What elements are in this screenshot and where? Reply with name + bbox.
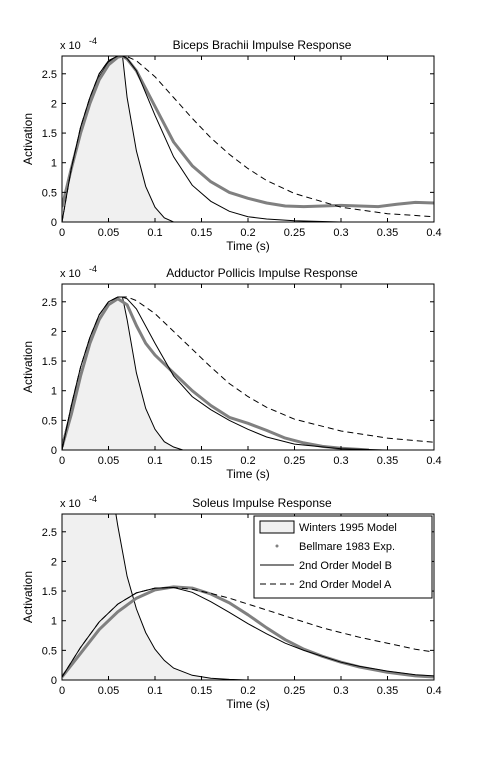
x-tick-label: 0.05: [98, 455, 119, 467]
x-tick-label: 0.05: [98, 227, 119, 239]
y-tick-label: 1.5: [42, 128, 57, 140]
x-tick-label: 0.1: [147, 685, 162, 697]
x-tick-label: 0.3: [333, 227, 348, 239]
x-tick-label: 0.4: [426, 227, 441, 239]
series-bellmare-line: [62, 56, 434, 209]
y-tick-label: 1: [51, 386, 57, 398]
y-axis-label: Activation: [21, 113, 35, 165]
y-axis-label: Activation: [21, 571, 35, 623]
y-tick-label: 2: [51, 98, 57, 110]
legend-item-winters: Winters 1995 Model: [259, 520, 397, 534]
y-tick-label: 0.5: [42, 415, 57, 427]
y-tick-label: 2.5: [42, 527, 57, 539]
series-winters-area: [62, 297, 183, 450]
legend-item-bellmare: Bellmare 1983 Exp.: [275, 541, 395, 553]
x-tick-label: 0.35: [377, 685, 398, 697]
x-tick-label: 0.35: [377, 455, 398, 467]
x-tick-label: 0.15: [191, 227, 212, 239]
legend-swatch-bellmare: [275, 544, 279, 548]
y-exponent-power: -4: [89, 264, 97, 274]
y-exponent-power: -4: [89, 36, 97, 46]
y-tick-label: 2.5: [42, 69, 57, 81]
x-tick-label: 0.25: [284, 455, 305, 467]
plot-data: [62, 56, 434, 222]
legend-label: 2nd Order Model B: [299, 560, 392, 572]
series-model-a-line: [62, 296, 434, 450]
x-tick-label: 0: [59, 227, 65, 239]
legend-swatch-winters: [259, 520, 295, 534]
x-tick-label: 0.15: [191, 455, 212, 467]
x-tick-label: 0: [59, 455, 65, 467]
plot-data: [62, 514, 434, 680]
x-tick-label: 0.3: [333, 455, 348, 467]
legend-item-model-a: 2nd Order Model A: [260, 579, 392, 591]
chart-title: Adductor Pollicis Impulse Response: [166, 266, 358, 280]
series-winters-area: [62, 514, 341, 680]
x-tick-label: 0.35: [377, 227, 398, 239]
chart-panel-2: 0 0.05 0.1 0.15 0.2 0.25 0.3 0.35 0.4 0 0.5 1 1.5 2 2.…: [21, 264, 442, 481]
y-tick-label: 2: [51, 556, 57, 568]
y-tick-label: 0: [51, 217, 57, 229]
x-tick-label: 0.25: [284, 227, 305, 239]
y-tick-label: 1.5: [42, 586, 57, 598]
series-bellmare-line: [62, 297, 369, 450]
x-tick-label: 0.25: [284, 685, 305, 697]
y-tick-label: 0.5: [42, 187, 57, 199]
chart-panel-1: 0 0.05 0.1 0.15 0.2 0.25 0.3 0.35 0.4 0 0.5 1 1.5 2 2.…: [21, 36, 442, 253]
y-tick-label: 1.5: [42, 356, 57, 368]
x-axis-label: Time (s): [226, 467, 270, 481]
y-exponent-label: x 10: [60, 40, 81, 52]
y-tick-label: 1: [51, 616, 57, 628]
x-tick-label: 0.2: [240, 227, 255, 239]
x-tick-label: 0.2: [240, 455, 255, 467]
y-tick-label: 0.5: [42, 645, 57, 657]
legend-label: Winters 1995 Model: [299, 522, 397, 534]
legend-item-model-b: 2nd Order Model B: [260, 560, 392, 572]
series-winters-area: [62, 56, 174, 222]
y-tick-label: 1: [51, 158, 57, 170]
x-tick-label: 0.2: [240, 685, 255, 697]
y-tick-label: 2.5: [42, 297, 57, 309]
x-tick-label: 0.15: [191, 685, 212, 697]
y-exponent-label: x 10: [60, 498, 81, 510]
y-exponent-power: -4: [89, 494, 97, 504]
legend-label: 2nd Order Model A: [299, 579, 392, 591]
x-tick-label: 0: [59, 685, 65, 697]
chart-title: Biceps Brachii Impulse Response: [173, 38, 352, 52]
series-model-b-line: [62, 56, 434, 222]
y-tick-label: 0: [51, 675, 57, 687]
x-tick-label: 0.3: [333, 685, 348, 697]
plot-data: [62, 296, 434, 450]
x-axis-label: Time (s): [226, 697, 270, 711]
x-tick-label: 0.1: [147, 227, 162, 239]
chart-title: Soleus Impulse Response: [192, 496, 332, 510]
x-tick-label: 0.4: [426, 685, 441, 697]
y-tick-label: 0: [51, 445, 57, 457]
x-tick-label: 0.4: [426, 455, 441, 467]
series-model-a-line: [62, 586, 434, 678]
legend: Winters 1995 Model Bellmare 1983 Exp. 2nd …: [253, 515, 433, 599]
x-axis-label: Time (s): [226, 239, 270, 253]
x-tick-label: 0.1: [147, 455, 162, 467]
y-exponent-label: x 10: [60, 268, 81, 280]
legend-label: Bellmare 1983 Exp.: [299, 541, 395, 553]
y-axis-label: Activation: [21, 341, 35, 393]
x-tick-label: 0.05: [98, 685, 119, 697]
y-tick-label: 2: [51, 326, 57, 338]
series-model-a-line: [62, 56, 434, 222]
